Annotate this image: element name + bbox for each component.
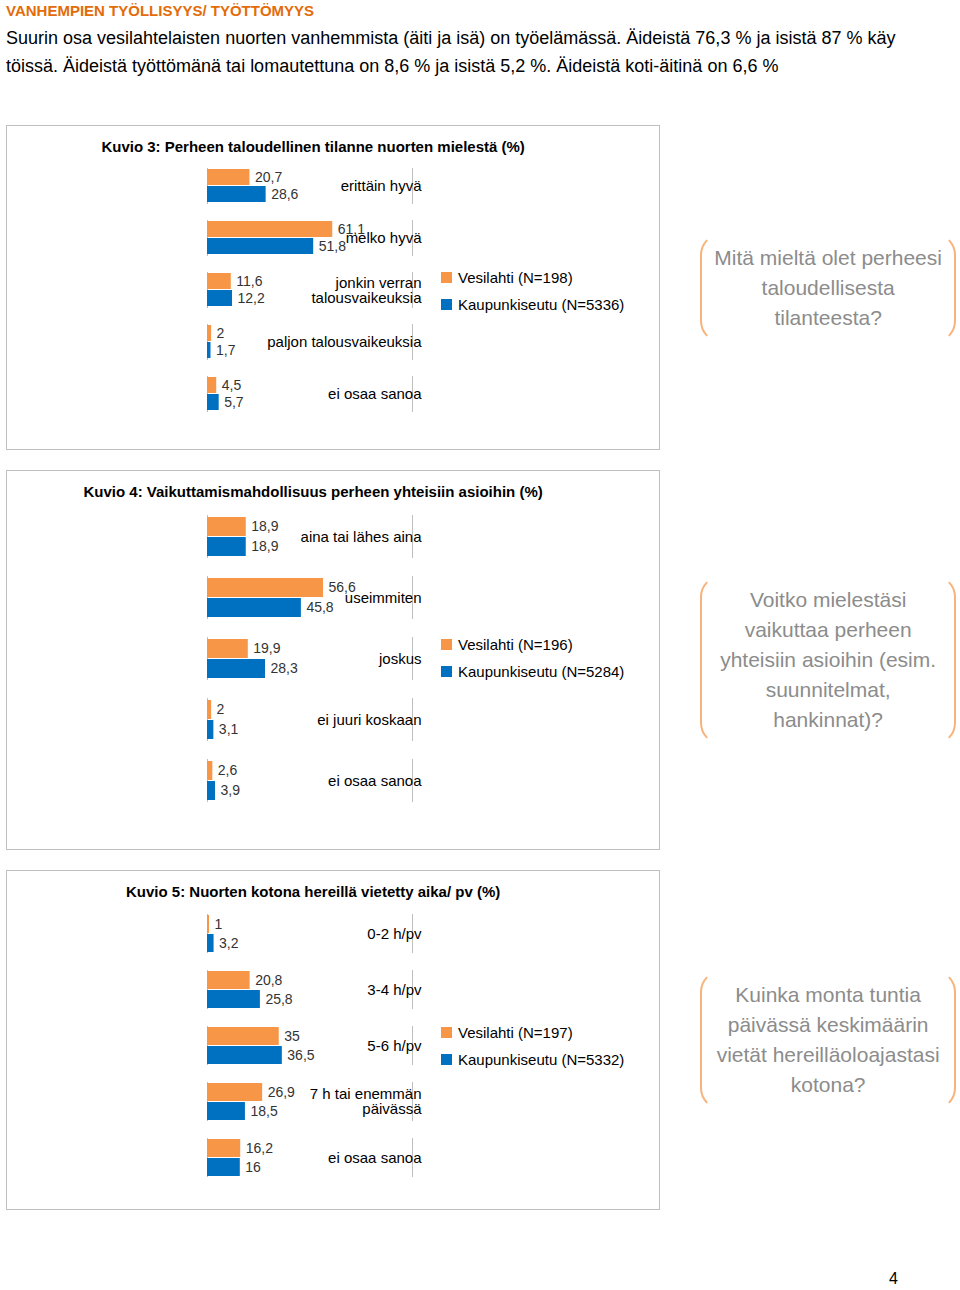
svg-text:1,7: 1,7 [216,342,236,358]
svg-text:12,2: 12,2 [238,290,265,306]
svg-text:4,5: 4,5 [222,377,242,393]
svg-text:7 h tai enemmänpäivässä: 7 h tai enemmänpäivässä [310,1085,422,1117]
svg-text:3-4 h/pv: 3-4 h/pv [367,981,422,998]
svg-text:16,2: 16,2 [246,1140,273,1156]
svg-text:25,8: 25,8 [265,991,292,1007]
svg-text:ei osaa sanoa: ei osaa sanoa [328,772,422,789]
svg-text:28,6: 28,6 [271,186,298,202]
svg-text:paljon talousvaikeuksia: paljon talousvaikeuksia [267,333,422,350]
svg-text:ei osaa sanoa: ei osaa sanoa [328,385,422,402]
html-text:Vesilahti (N=198): Vesilahti (N=198) [458,268,573,286]
svg-text:19,9: 19,9 [253,640,280,656]
svg-text:5,7: 5,7 [224,394,244,410]
svg-text:3,2: 3,2 [219,935,239,951]
svg-text:56,6: 56,6 [328,579,356,596]
svg-text:35: 35 [284,1028,300,1044]
html-text:4: 4 [889,1270,898,1287]
svg-text:26,9: 26,9 [268,1084,295,1100]
html-text:Kuinka monta tuntia päivässä k: Kuinka monta tuntia päivässä keskimäärin… [716,983,940,1096]
svg-text:18,9: 18,9 [251,538,278,554]
svg-text:51,8: 51,8 [319,238,346,254]
svg-text:2: 2 [217,325,225,341]
svg-text:useimmiten: useimmiten [345,589,422,606]
svg-text:11,6: 11,6 [236,273,262,289]
svg-text:1: 1 [215,916,223,932]
html-text:Kuvio 3: Perheen taloudellinen: Kuvio 3: Perheen taloudellinen tilanne n… [101,138,525,155]
svg-text:20,8: 20,8 [255,972,282,988]
html-text:VANHEMPIEN TYÖLLISYYS/ TYÖTTÖM: VANHEMPIEN TYÖLLISYYS/ TYÖTTÖMYYS [6,2,315,19]
html-text:Kuvio 5: Nuorten kotona hereil: Kuvio 5: Nuorten kotona hereillä vietett… [126,883,501,900]
html-text:Suurin osa vesilahtelaisten nu: Suurin osa vesilahtelaisten nuorten vanh… [6,28,896,76]
svg-text:ei osaa sanoa: ei osaa sanoa [328,1149,422,1166]
html-text:Kuvio 4: Vaikuttamismahdollisu: Kuvio 4: Vaikuttamismahdollisuus perheen… [83,483,543,500]
svg-text:joskus: joskus [378,650,422,667]
svg-text:28,3: 28,3 [271,660,298,676]
svg-text:18,9: 18,9 [251,518,278,534]
svg-text:2: 2 [217,701,225,717]
svg-text:ei juuri koskaan: ei juuri koskaan [317,711,421,728]
svg-text:16: 16 [245,1159,261,1175]
html-text:Vesilahti (N=196): Vesilahti (N=196) [458,636,573,653]
svg-text:3,9: 3,9 [220,782,240,798]
html-text:Kaupunkiseutu (N=5332): Kaupunkiseutu (N=5332) [458,1050,625,1068]
svg-text:melko hyvä: melko hyvä [346,229,423,246]
html-text:Mitä mieltä olet perheesi talo: Mitä mieltä olet perheesi taloudellisest… [714,245,942,329]
html-text:Kaupunkiseutu (N=5336): Kaupunkiseutu (N=5336) [458,295,625,313]
svg-text:2,6: 2,6 [218,762,238,778]
svg-text:erittäin hyvä: erittäin hyvä [341,177,423,194]
svg-text:jonkin verrantalousvaikeuksia: jonkin verrantalousvaikeuksia [311,274,422,306]
svg-text:45,8: 45,8 [306,599,333,615]
svg-text:5-6 h/pv: 5-6 h/pv [367,1037,422,1054]
svg-text:20,7: 20,7 [255,169,282,185]
svg-text:aina tai lähes aina: aina tai lähes aina [301,528,423,545]
html-text:Kaupunkiseutu (N=5284): Kaupunkiseutu (N=5284) [458,663,625,680]
svg-text:36,5: 36,5 [287,1047,314,1063]
svg-text:3,1: 3,1 [219,721,239,737]
svg-text:0-2 h/pv: 0-2 h/pv [367,925,422,942]
svg-text:18,5: 18,5 [250,1103,277,1119]
html-text:Vesilahti (N=197): Vesilahti (N=197) [458,1023,573,1041]
html-text:Voitko mielestäsi vaikuttaa pe: Voitko mielestäsi vaikuttaa perheen yhte… [720,588,937,731]
